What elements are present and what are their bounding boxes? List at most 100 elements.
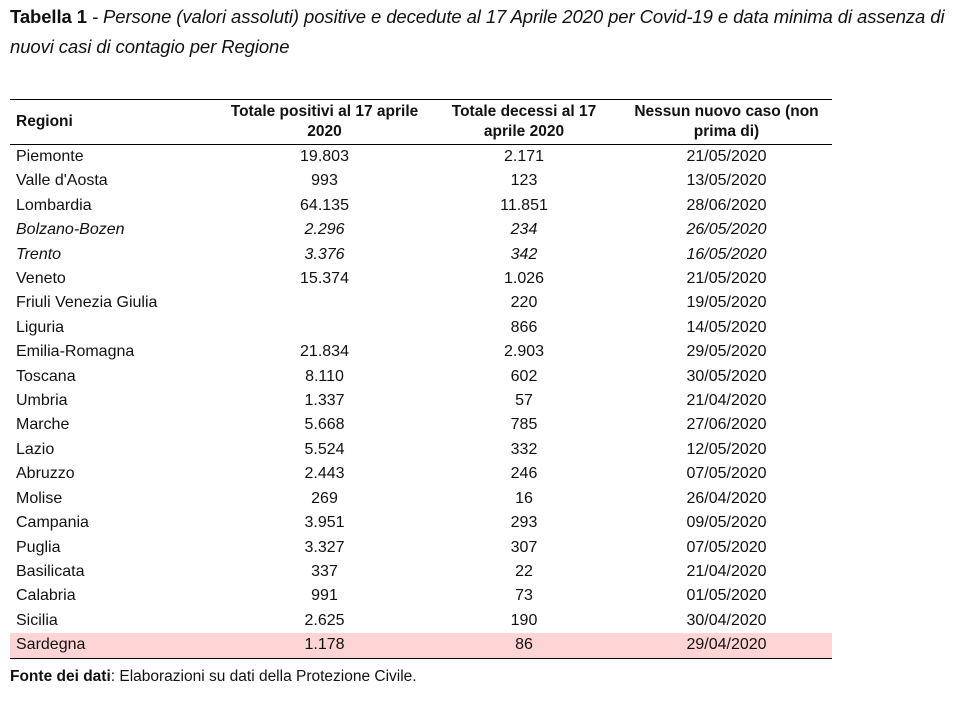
- table-row: Emilia-Romagna 21.834 2.903 29/05/2020: [10, 340, 832, 364]
- cell-positivi: 269: [311, 489, 338, 507]
- table-title-label: Tabella 1: [10, 6, 87, 27]
- cell-decessi: 307: [510, 538, 538, 556]
- data-source-note: Fonte dei dati: Elaborazioni su dati del…: [10, 666, 417, 688]
- cell-region: Basilicata: [16, 562, 85, 580]
- cell-region: Trento: [16, 245, 62, 263]
- cell-decessi: 1.026: [503, 270, 545, 288]
- cell-positivi: 3.951: [304, 514, 345, 532]
- table-row: Umbria 1.337 57 21/04/2020: [10, 389, 832, 413]
- cell-nessun-caso: 21/05/2020: [686, 148, 767, 165]
- cell-positivi: 1.337: [304, 392, 345, 410]
- cell-nessun-caso: 21/05/2020: [686, 270, 767, 288]
- cell-nessun-caso: 07/05/2020: [686, 465, 767, 483]
- cell-positivi: 21.834: [300, 343, 349, 361]
- table-title: Tabella 1 - Persone (valori assoluti) po…: [10, 2, 975, 62]
- cell-region: Lombardia: [16, 196, 92, 214]
- cell-decessi: 342: [510, 245, 538, 263]
- cell-decessi: 73: [515, 587, 533, 605]
- cell-decessi: 190: [510, 611, 538, 629]
- cell-nessun-caso: 12/05/2020: [686, 440, 767, 458]
- cell-nessun-caso: 16/05/2020: [686, 245, 767, 263]
- data-source-label: Fonte dei dati: [10, 668, 111, 685]
- cell-region: Friuli Venezia Giulia: [16, 294, 158, 312]
- cell-region: Lazio: [16, 440, 55, 458]
- header-decessi: Totale decessi al 17 aprile 2020: [451, 103, 597, 140]
- cell-region: Calabria: [16, 587, 76, 605]
- cell-nessun-caso: 30/04/2020: [686, 611, 767, 629]
- cell-positivi: 337: [311, 562, 338, 580]
- cell-nessun-caso: 07/05/2020: [686, 538, 767, 556]
- cell-region: Veneto: [16, 270, 66, 288]
- cell-region: Campania: [16, 514, 89, 532]
- cell-region: Sicilia: [16, 611, 58, 629]
- cell-region: Puglia: [16, 538, 61, 556]
- cell-region: Piemonte: [16, 148, 84, 165]
- table-row: Toscana 8.110 602 30/05/2020: [10, 365, 832, 389]
- cell-decessi: 332: [510, 440, 538, 458]
- header-nessun-caso: Nessun nuovo caso (non prima di): [634, 103, 819, 140]
- cell-positivi: 2.625: [304, 611, 345, 629]
- cell-nessun-caso: 26/04/2020: [686, 489, 767, 507]
- cell-decessi: 22: [515, 562, 533, 580]
- cell-nessun-caso: 09/05/2020: [686, 514, 767, 532]
- cell-decessi: 602: [510, 367, 538, 385]
- cell-positivi: 64.135: [300, 196, 349, 214]
- cell-region: Toscana: [16, 367, 76, 385]
- cell-positivi: 19.803: [300, 148, 349, 165]
- table-row: Trento 3.376 342 16/05/2020: [10, 243, 832, 267]
- cell-positivi: 8.110: [305, 367, 344, 385]
- cell-nessun-caso: 21/04/2020: [686, 562, 767, 580]
- cell-decessi: 246: [510, 465, 538, 483]
- cell-decessi: 785: [510, 416, 538, 434]
- table-row: Marche 5.668 785 27/06/2020: [10, 413, 832, 437]
- cell-decessi: 866: [510, 318, 538, 336]
- table-row: Basilicata 337 22 21/04/2020: [10, 560, 832, 584]
- cell-positivi: 993: [311, 172, 338, 190]
- cell-nessun-caso: 28/06/2020: [686, 196, 767, 214]
- cell-decessi: 2.171: [503, 148, 545, 165]
- cell-region: Emilia-Romagna: [16, 343, 135, 361]
- cell-nessun-caso: 21/04/2020: [686, 392, 767, 410]
- cell-nessun-caso: 27/06/2020: [686, 416, 767, 434]
- table-row: Bolzano-Bozen 2.296 234 26/05/2020: [10, 218, 832, 242]
- cell-region: Abruzzo: [16, 465, 75, 483]
- cell-nessun-caso: 29/05/2020: [686, 343, 767, 361]
- table-row: Calabria 991 73 01/05/2020: [10, 584, 832, 608]
- cell-region: Marche: [16, 416, 70, 434]
- cell-decessi: 86: [427, 633, 621, 659]
- table-row: Piemonte 19.803 2.171 21/05/2020: [10, 145, 832, 170]
- table-row: Sicilia 2.625 190 30/04/2020: [10, 609, 832, 633]
- cell-region: Valle d'Aosta: [16, 172, 108, 190]
- table-row: Valle d'Aosta 993 123 13/05/2020: [10, 169, 832, 193]
- cell-decessi: 16: [515, 489, 533, 507]
- cell-region: Sardegna: [10, 633, 222, 659]
- cell-nessun-caso: 14/05/2020: [686, 318, 767, 336]
- cell-positivi: 5.668: [304, 416, 345, 434]
- cell-decessi: 123: [510, 172, 538, 190]
- cell-positivi: [222, 316, 427, 340]
- table-header: Regioni Totale positivi al 17 aprile 202…: [10, 99, 832, 145]
- header-regioni: Regioni: [16, 113, 73, 130]
- table-row: Puglia 3.327 307 07/05/2020: [10, 536, 832, 560]
- cell-nessun-caso: 13/05/2020: [686, 172, 767, 190]
- table-body: Piemonte 19.803 2.171 21/05/2020 Valle d'Aos…: [10, 145, 832, 659]
- cell-decessi: 234: [510, 221, 538, 239]
- cell-positivi: 5.524: [304, 440, 345, 458]
- table-row: Abruzzo 2.443 246 07/05/2020: [10, 462, 832, 486]
- cell-nessun-caso: 26/05/2020: [686, 221, 767, 239]
- header-row: Regioni Totale positivi al 17 aprile 202…: [10, 99, 832, 145]
- cell-nessun-caso: 19/05/2020: [686, 294, 767, 312]
- cell-nessun-caso: 01/05/2020: [686, 587, 767, 605]
- cell-positivi: [222, 291, 427, 315]
- cell-positivi: 3.327: [304, 538, 345, 556]
- cell-positivi: 15.374: [300, 270, 349, 288]
- cell-decessi: 220: [510, 294, 538, 312]
- cell-decessi: 11.851: [500, 196, 548, 214]
- cell-positivi: 1.178: [222, 633, 427, 659]
- cell-nessun-caso: 30/05/2020: [686, 367, 767, 385]
- table-row: Friuli Venezia Giulia 220 19/05/2020: [10, 291, 832, 315]
- cell-positivi: 991: [311, 587, 338, 605]
- table-row: Campania 3.951 293 09/05/2020: [10, 511, 832, 535]
- table-row: Molise 269 16 26/04/2020: [10, 487, 832, 511]
- cell-region: Liguria: [16, 318, 65, 336]
